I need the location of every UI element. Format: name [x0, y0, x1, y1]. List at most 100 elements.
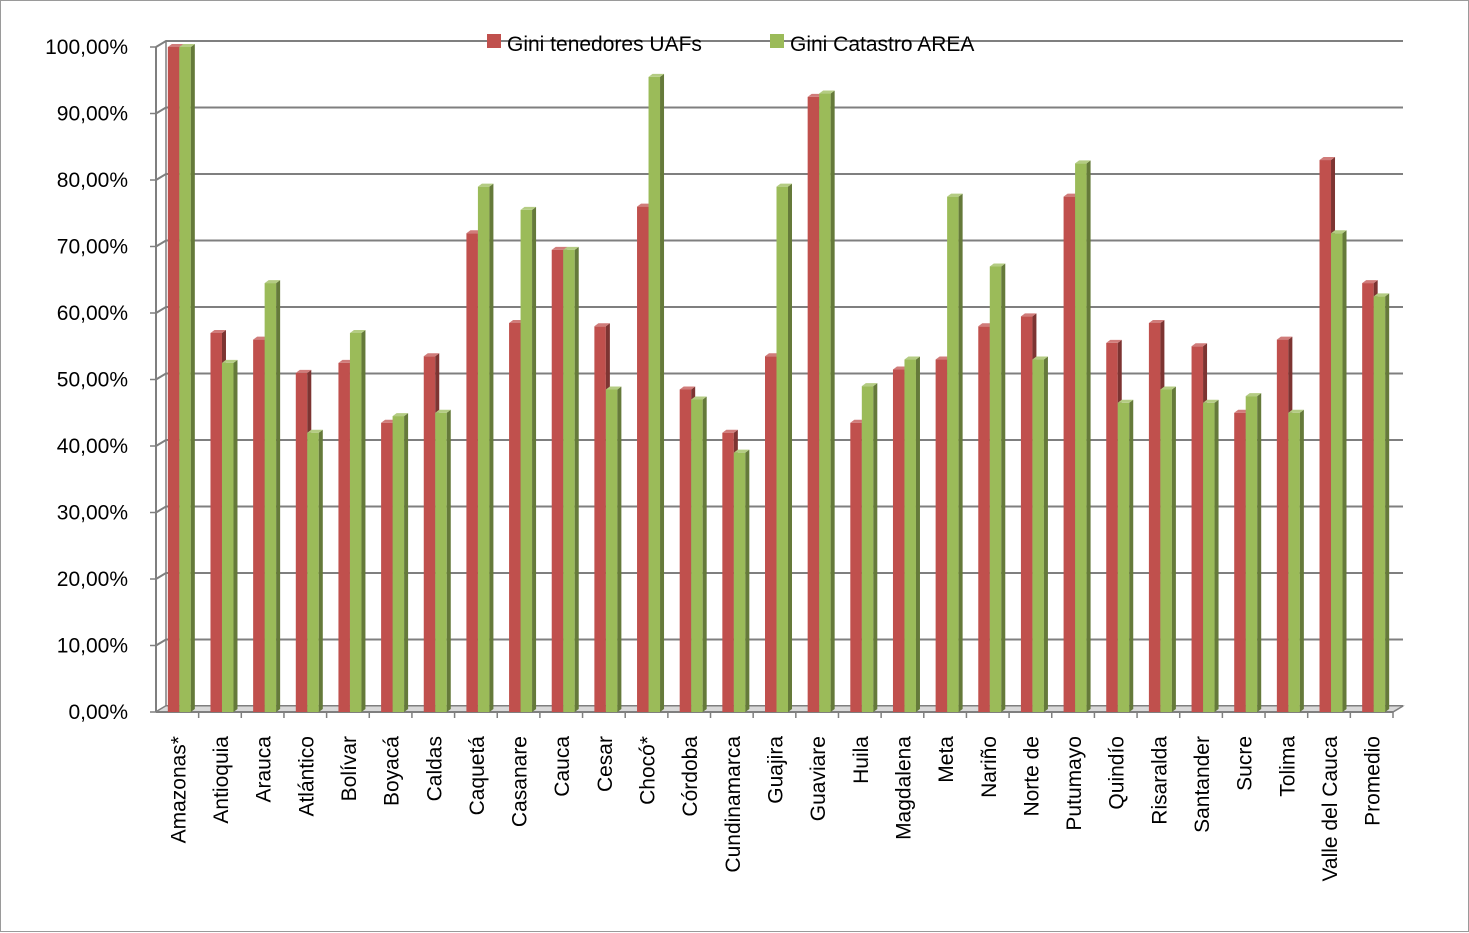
x-tick-label: Meta — [935, 736, 958, 783]
y-tick-label: 20,00% — [57, 568, 128, 591]
bar-front — [1234, 412, 1246, 712]
bar-side — [788, 183, 792, 712]
bar-front — [978, 326, 990, 712]
x-axis-tick-labels: Amazonas* Antioquia Arauca Atlántico Bolívar… — [167, 736, 1384, 882]
x-tick-label: Boyacá — [381, 736, 404, 806]
bar-side — [446, 409, 451, 712]
legend: Gini tenedores UAFs Gini Catastro AREA — [487, 33, 974, 56]
bar-top — [1319, 157, 1336, 161]
bar-front — [1245, 396, 1258, 712]
bar-gini-catastro — [1373, 293, 1390, 712]
bar-side — [276, 280, 281, 712]
bar-top — [776, 183, 792, 187]
bar-gini-catastro — [861, 383, 878, 712]
gridline — [155, 173, 1403, 181]
bar-top — [1191, 343, 1208, 347]
y-tick-label: 100,00% — [45, 36, 128, 59]
bar-top — [1117, 399, 1134, 403]
bars — [167, 44, 1390, 713]
bar-front — [1075, 163, 1087, 712]
bar-front — [679, 389, 692, 712]
bar-side — [873, 383, 878, 712]
bar-side — [361, 329, 366, 712]
bar-gini-catastro — [819, 90, 835, 713]
bar-side — [617, 386, 622, 712]
bar-top — [1373, 293, 1390, 297]
bar-front — [167, 47, 180, 712]
x-tick-label: Norte de — [1020, 736, 1043, 817]
bar-front — [1148, 322, 1161, 712]
x-tick-label: Córdoba — [679, 736, 702, 817]
bar-front — [477, 186, 490, 712]
bar-front — [1117, 402, 1130, 712]
bar-top — [605, 386, 622, 390]
bar-front — [520, 209, 533, 713]
bar-top — [1106, 339, 1122, 343]
bar-top — [691, 396, 707, 400]
x-tick-label: Nariño — [978, 736, 1001, 798]
bar-front — [210, 332, 222, 712]
bar-side — [958, 193, 963, 712]
bar-side — [660, 73, 665, 713]
bar-front — [1288, 412, 1300, 712]
bar-gini-catastro — [435, 409, 451, 712]
legend-label: Gini Catastro AREA — [790, 33, 974, 56]
bar-side — [915, 356, 920, 712]
bar-side — [489, 183, 494, 712]
bar-top — [264, 280, 281, 284]
x-tick-label: Cesar — [594, 736, 617, 792]
bar-side — [1086, 160, 1091, 712]
bar-front — [1362, 283, 1374, 712]
bar-side — [532, 206, 537, 713]
bar-top — [221, 359, 238, 363]
bar-front — [935, 359, 948, 712]
x-tick-label: Casanare — [509, 736, 532, 827]
bar-front — [637, 206, 649, 712]
bar-top — [1276, 336, 1293, 340]
bar-side — [404, 413, 409, 712]
bar-front — [295, 372, 308, 712]
legend-label: Gini tenedores UAFs — [507, 33, 702, 56]
bar-top — [1362, 280, 1378, 284]
x-tick-label: Cauca — [551, 736, 574, 797]
x-tick-label: Caldas — [423, 736, 446, 801]
y-tick-label: 10,00% — [57, 635, 128, 658]
x-tick-label: Bolívar — [338, 736, 361, 801]
bar-front — [179, 47, 191, 712]
bar-front — [892, 369, 905, 712]
bar-gini-catastro — [1331, 230, 1347, 712]
bar-front — [1276, 339, 1289, 712]
bar-top — [679, 386, 696, 390]
bar-front — [307, 432, 319, 712]
floor-right-edge — [1392, 705, 1404, 713]
bar-side — [1342, 230, 1347, 712]
bar-top — [1245, 393, 1262, 397]
bar-side — [574, 246, 579, 712]
bar-front — [1331, 233, 1343, 712]
y-tick-label: 50,00% — [57, 369, 128, 392]
bar-front — [1319, 160, 1332, 713]
bar-front — [221, 362, 234, 712]
x-tick-label: Caquetá — [466, 736, 489, 816]
x-tick-label: Atlántico — [295, 736, 318, 817]
bar-side — [745, 449, 750, 712]
x-tick-label: Arauca — [253, 736, 276, 803]
bar-top — [947, 193, 963, 197]
bar-side — [233, 359, 238, 712]
bar-gini-catastro — [947, 193, 963, 712]
bar-front — [423, 356, 436, 712]
bar-front — [807, 96, 820, 712]
y-tick-label: 70,00% — [57, 236, 128, 259]
bar-side — [1299, 409, 1304, 712]
bar-top — [733, 449, 750, 453]
bar-top — [477, 183, 494, 187]
bar-front — [691, 399, 703, 712]
x-tick-label: Amazonas* — [167, 736, 190, 843]
bar-front — [253, 339, 265, 712]
x-tick-label: Guaviare — [807, 736, 830, 821]
legend-item: Gini tenedores UAFs — [487, 33, 702, 56]
x-tick-label: Risaralda — [1148, 736, 1171, 825]
legend-item: Gini Catastro AREA — [770, 33, 974, 56]
bar-front — [349, 332, 362, 712]
